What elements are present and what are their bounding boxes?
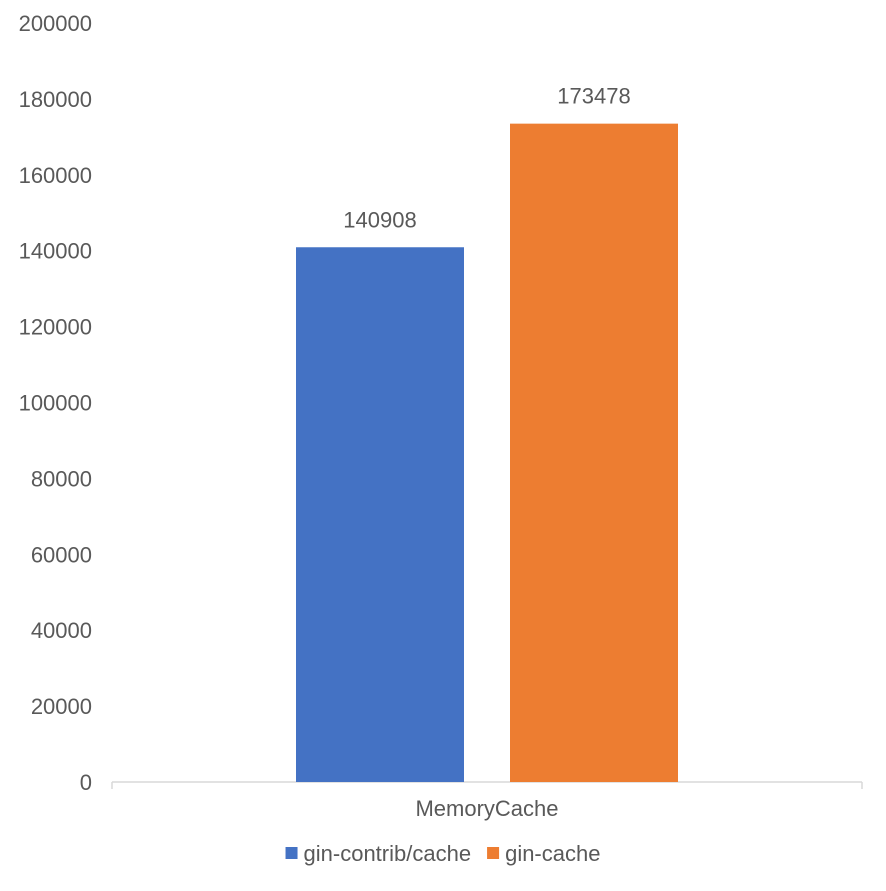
y-tick-label: 80000: [31, 466, 92, 491]
legend-item: gin-contrib/cache: [285, 841, 472, 866]
y-tick-label: 60000: [31, 542, 92, 567]
bar-series-group: [296, 123, 678, 782]
y-tick-label: 0: [80, 770, 92, 795]
data-labels-group: 140908 173478: [343, 84, 630, 233]
y-tick-label: 40000: [31, 618, 92, 643]
legend-label: gin-contrib/cache: [304, 841, 472, 866]
data-label: 140908: [343, 207, 416, 232]
legend-label: gin-cache: [505, 841, 600, 866]
legend-swatch: [487, 847, 500, 859]
bar-gin-contrib-cache: [296, 247, 464, 782]
x-tick-label: MemoryCache: [415, 796, 558, 821]
x-tick-labels: MemoryCache: [415, 796, 558, 821]
y-tick-label: 200000: [19, 11, 92, 36]
y-axis: 0 20000 40000 60000 80000 100000 120000 140000 1…: [19, 11, 92, 795]
y-tick-label: 160000: [19, 163, 92, 188]
bar-gin-cache: [510, 123, 678, 782]
x-axis: [111, 781, 863, 789]
y-tick-label: 140000: [19, 239, 92, 264]
legend-swatch: [285, 847, 298, 859]
y-tick-label: 180000: [19, 87, 92, 112]
legend-item: gin-cache: [487, 841, 600, 866]
y-tick-label: 120000: [19, 315, 92, 340]
y-tick-label: 20000: [31, 694, 92, 719]
legend: gin-contrib/cache gin-cache: [285, 841, 600, 866]
y-tick-label: 100000: [19, 391, 92, 416]
data-label: 173478: [557, 84, 630, 109]
